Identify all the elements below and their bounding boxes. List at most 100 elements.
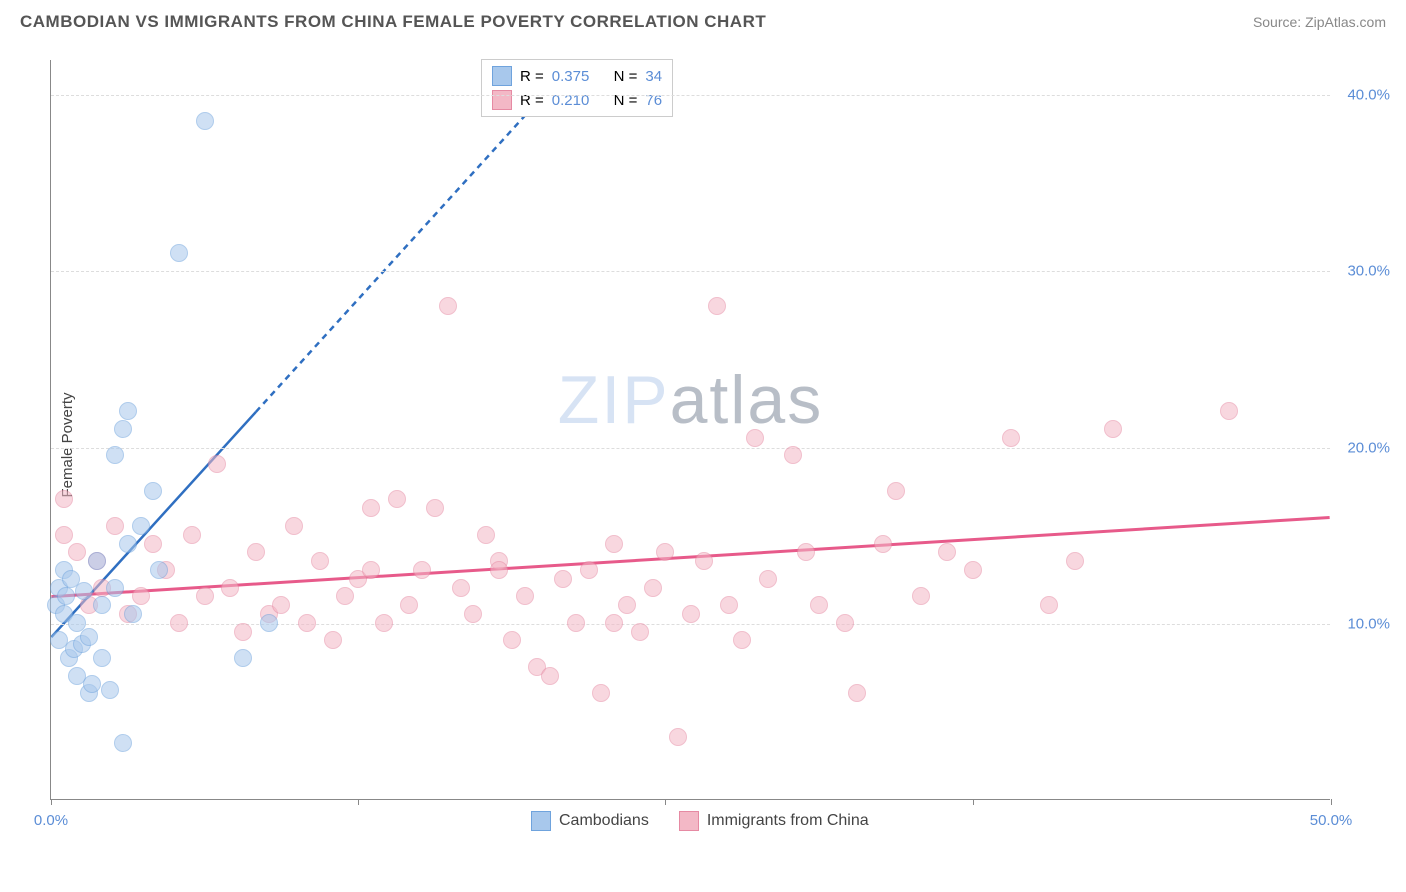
data-point-cambodians	[132, 517, 150, 535]
y-tick-label: 10.0%	[1335, 615, 1390, 632]
x-tick-mark	[358, 799, 359, 805]
data-point-china	[68, 543, 86, 561]
data-point-china	[810, 596, 828, 614]
data-point-china	[144, 535, 162, 553]
data-point-china	[964, 561, 982, 579]
data-point-china	[516, 587, 534, 605]
x-tick-label: 0.0%	[34, 812, 68, 829]
data-point-china	[938, 543, 956, 561]
data-point-china	[464, 605, 482, 623]
data-point-cambodians	[260, 614, 278, 632]
data-point-china	[759, 570, 777, 588]
data-point-cambodians	[88, 552, 106, 570]
data-point-china	[106, 517, 124, 535]
data-point-china	[644, 579, 662, 597]
x-tick-mark	[973, 799, 974, 805]
data-point-cambodians	[196, 112, 214, 130]
data-point-china	[388, 490, 406, 508]
data-point-china	[413, 561, 431, 579]
data-point-china	[375, 614, 393, 632]
n-label: N =	[614, 68, 638, 85]
data-point-cambodians	[83, 675, 101, 693]
data-point-cambodians	[170, 244, 188, 262]
data-point-cambodians	[57, 587, 75, 605]
data-point-china	[836, 614, 854, 632]
data-point-china	[848, 684, 866, 702]
data-point-cambodians	[234, 649, 252, 667]
data-point-china	[708, 297, 726, 315]
chart-title: CAMBODIAN VS IMMIGRANTS FROM CHINA FEMAL…	[20, 12, 766, 32]
data-point-china	[196, 587, 214, 605]
y-tick-label: 30.0%	[1335, 263, 1390, 280]
data-point-cambodians	[80, 628, 98, 646]
data-point-china	[567, 614, 585, 632]
gridline	[51, 95, 1330, 96]
stats-legend: R = 0.375 N = 34 R = 0.210 N = 76	[481, 59, 673, 117]
legend-item-china: Immigrants from China	[679, 811, 869, 831]
data-point-china	[324, 631, 342, 649]
legend-label-china: Immigrants from China	[707, 812, 869, 830]
data-point-china	[887, 482, 905, 500]
data-point-cambodians	[106, 579, 124, 597]
n-value-cambodians: 34	[645, 68, 662, 85]
n-value-china: 76	[645, 92, 662, 109]
legend-item-cambodians: Cambodians	[531, 811, 649, 831]
legend-label-cambodians: Cambodians	[559, 812, 649, 830]
data-point-china	[695, 552, 713, 570]
data-point-china	[669, 728, 687, 746]
data-point-china	[618, 596, 636, 614]
data-point-cambodians	[75, 582, 93, 600]
stats-row-china: R = 0.210 N = 76	[492, 88, 662, 112]
data-point-china	[170, 614, 188, 632]
data-point-china	[336, 587, 354, 605]
data-point-china	[720, 596, 738, 614]
data-point-china	[208, 455, 226, 473]
data-point-china	[1002, 429, 1020, 447]
data-point-china	[733, 631, 751, 649]
x-tick-mark	[665, 799, 666, 805]
stats-row-cambodians: R = 0.375 N = 34	[492, 64, 662, 88]
x-tick-mark	[51, 799, 52, 805]
data-point-china	[554, 570, 572, 588]
data-point-china	[55, 490, 73, 508]
data-point-china	[503, 631, 521, 649]
data-point-china	[580, 561, 598, 579]
r-value-china: 0.210	[552, 92, 590, 109]
plot-area: ZIPatlas R = 0.375 N = 34 R = 0.210 N = …	[50, 60, 1330, 800]
data-point-china	[311, 552, 329, 570]
data-point-china	[631, 623, 649, 641]
data-point-china	[682, 605, 700, 623]
data-point-cambodians	[124, 605, 142, 623]
data-point-china	[183, 526, 201, 544]
data-point-china	[221, 579, 239, 597]
data-point-china	[132, 587, 150, 605]
n-label: N =	[614, 92, 638, 109]
data-point-china	[234, 623, 252, 641]
data-point-cambodians	[114, 420, 132, 438]
data-point-china	[400, 596, 418, 614]
data-point-china	[439, 297, 457, 315]
y-tick-label: 20.0%	[1335, 439, 1390, 456]
gridline	[51, 448, 1330, 449]
data-point-china	[452, 579, 470, 597]
data-point-cambodians	[106, 446, 124, 464]
data-point-china	[784, 446, 802, 464]
watermark-atlas: atlas	[670, 362, 824, 438]
data-point-cambodians	[144, 482, 162, 500]
data-point-china	[1220, 402, 1238, 420]
data-point-china	[490, 561, 508, 579]
data-point-china	[541, 667, 559, 685]
data-point-cambodians	[93, 649, 111, 667]
data-point-cambodians	[119, 535, 137, 553]
data-point-china	[592, 684, 610, 702]
data-point-china	[285, 517, 303, 535]
watermark: ZIPatlas	[558, 361, 823, 439]
data-point-china	[1104, 420, 1122, 438]
r-label: R =	[520, 92, 544, 109]
source-label: Source: ZipAtlas.com	[1253, 14, 1386, 30]
data-point-china	[797, 543, 815, 561]
data-point-china	[1040, 596, 1058, 614]
data-point-cambodians	[114, 734, 132, 752]
data-point-cambodians	[150, 561, 168, 579]
swatch-cambodians	[531, 811, 551, 831]
